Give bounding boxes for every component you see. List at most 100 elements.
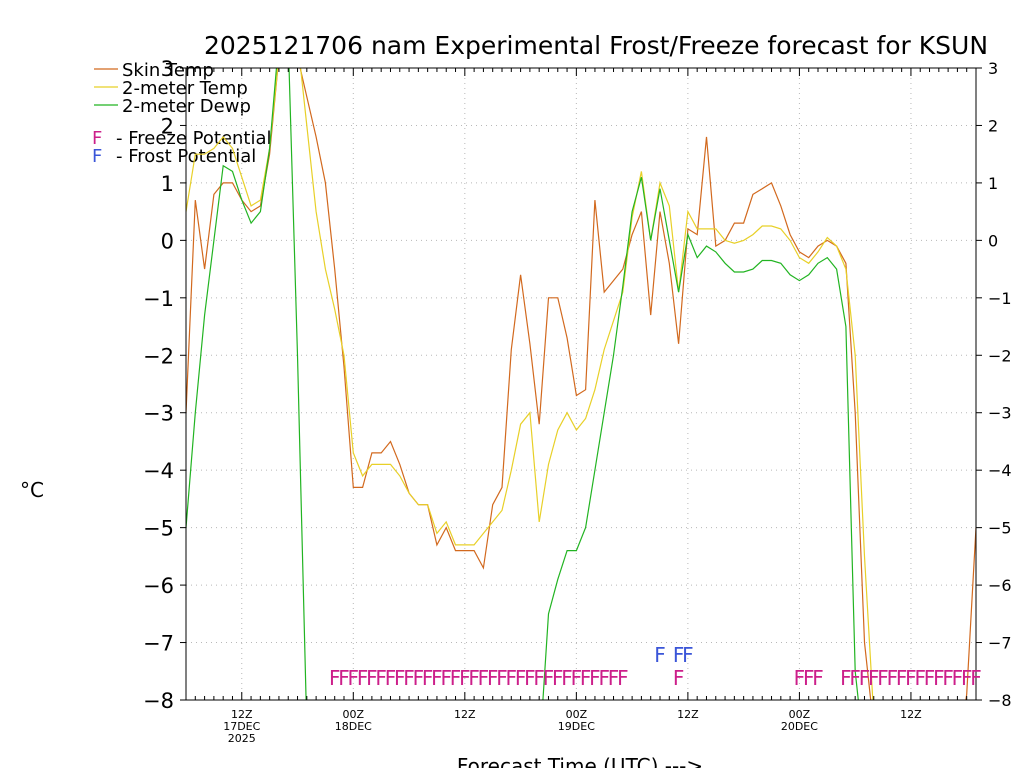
potential-marker: F — [673, 643, 685, 667]
potential-marker: F — [543, 666, 555, 690]
potential-marker: F — [468, 666, 480, 690]
y-tick-label-right: −6 — [988, 576, 1012, 595]
legend-marker-symbol: F — [92, 128, 102, 149]
y-tick-label-left: −7 — [143, 632, 174, 656]
potential-marker: F — [877, 666, 889, 690]
x-tick-label: 12Z — [677, 708, 699, 721]
y-tick-label-right: −4 — [988, 461, 1012, 480]
potential-marker: F — [459, 666, 471, 690]
y-tick-label-right: −3 — [988, 404, 1012, 423]
potential-marker: F — [682, 643, 694, 667]
potential-marker: F — [608, 666, 620, 690]
potential-marker: F — [849, 666, 861, 690]
x-axis-label: Forecast Time (UTC) ---> — [457, 754, 703, 768]
potential-marker: F — [970, 666, 982, 690]
y-tick-label-right: −1 — [988, 289, 1012, 308]
y-tick-label-right: −8 — [988, 691, 1012, 710]
potential-marker: F — [924, 666, 936, 690]
potential-marker: F — [561, 666, 573, 690]
legend-marker-symbol: F — [92, 146, 102, 167]
potential-marker: F — [952, 666, 964, 690]
potential-marker: F — [914, 666, 926, 690]
potential-marker: F — [673, 666, 685, 690]
potential-marker: F — [812, 666, 824, 690]
y-tick-label-left: −6 — [143, 574, 174, 598]
y-tick-label-left: 3 — [161, 57, 174, 81]
potential-marker: F — [338, 666, 350, 690]
potential-marker: F — [580, 666, 592, 690]
potential-marker: F — [506, 666, 518, 690]
potential-marker: F — [422, 666, 434, 690]
y-axis-left: 3 2 1 0 −1 −2 −3 −4 −5 −6 −7 −8 — [143, 57, 186, 713]
potential-marker: F — [598, 666, 610, 690]
y-tick-label-left: 2 — [161, 114, 174, 138]
x-tick-label: 17DEC — [223, 720, 260, 733]
potential-marker: F — [654, 643, 666, 667]
potential-marker: F — [524, 666, 536, 690]
x-tick-label: 18DEC — [335, 720, 372, 733]
x-tick-label: 00Z — [789, 708, 811, 721]
potential-marker: F — [868, 666, 880, 690]
y-tick-label-right: −2 — [988, 346, 1012, 365]
y-tick-label-right: −5 — [988, 519, 1012, 538]
potential-marker: F — [896, 666, 908, 690]
y-tick-label-left: −8 — [143, 689, 174, 713]
potential-marker: F — [375, 666, 387, 690]
potential-marker: F — [887, 666, 899, 690]
y-tick-label-right: 1 — [988, 174, 998, 193]
y-axis-label: °C — [20, 478, 44, 502]
potential-marker: F — [933, 666, 945, 690]
x-tick-label: 19DEC — [558, 720, 595, 733]
potential-marker: F — [571, 666, 583, 690]
potential-marker: F — [617, 666, 629, 690]
y-tick-label-left: −3 — [143, 402, 174, 426]
series-layer — [186, 68, 976, 700]
potential-marker: F — [496, 666, 508, 690]
x-tick-label: 00Z — [343, 708, 365, 721]
y-tick-label-right: 3 — [988, 59, 998, 78]
potential-marker: F — [840, 666, 852, 690]
grid — [186, 68, 976, 700]
y-tick-label-left: −4 — [143, 459, 174, 483]
potential-marker: F — [431, 666, 443, 690]
plot-frame — [185, 67, 977, 701]
potential-marker: F — [942, 666, 954, 690]
y-tick-label-right: 2 — [988, 116, 998, 135]
potential-marker: F — [394, 666, 406, 690]
potential-marker: F — [385, 666, 397, 690]
potential-marker: F — [533, 666, 545, 690]
y-tick-label-left: −5 — [143, 517, 174, 541]
potential-marker: F — [859, 666, 871, 690]
potential-marker: F — [450, 666, 462, 690]
potential-marker: F — [515, 666, 527, 690]
x-tick-label: 12Z — [231, 708, 253, 721]
potential-marker: F — [403, 666, 415, 690]
series-line-skin-temp — [186, 68, 976, 700]
potential-marker: F — [552, 666, 564, 690]
y-tick-label-right: −7 — [988, 634, 1012, 653]
x-tick-label: 12Z — [454, 708, 476, 721]
potential-marker: F — [329, 666, 341, 690]
legend-marker-label: - Freeze Potential — [116, 128, 272, 149]
potential-marker: F — [961, 666, 973, 690]
potential-marker: F — [366, 666, 378, 690]
y-tick-label-left: 0 — [161, 229, 174, 253]
potential-marker: F — [794, 666, 806, 690]
series-line-2-meter-dewp — [186, 68, 859, 700]
potential-marker: F — [478, 666, 490, 690]
x-tick-label: 12Z — [900, 708, 922, 721]
x-tick-label: 00Z — [566, 708, 588, 721]
potential-marker: F — [589, 666, 601, 690]
chart-title: 2025121706 nam Experimental Frost/Freeze… — [204, 31, 988, 60]
y-tick-label-right: 0 — [988, 231, 998, 250]
potential-marker: F — [487, 666, 499, 690]
y-tick-label-left: 1 — [161, 172, 174, 196]
series-line-2-meter-temp — [186, 68, 874, 700]
potential-marker: F — [803, 666, 815, 690]
y-tick-label-left: −1 — [143, 287, 174, 311]
y-tick-label-left: −2 — [143, 344, 174, 368]
